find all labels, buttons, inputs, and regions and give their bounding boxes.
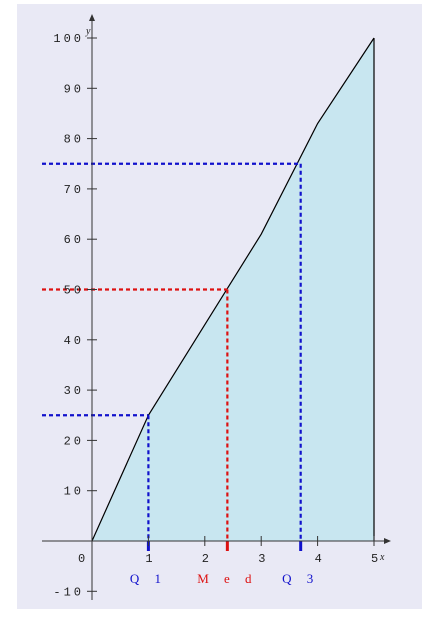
y-axis-label: y	[85, 26, 91, 37]
x-tick-label-3: 3	[258, 552, 268, 566]
y-tick-label-50: 50	[64, 284, 84, 298]
y-tick-label-10: 10	[64, 485, 84, 499]
y-tick-label-60: 60	[64, 233, 84, 247]
x-tick-label-5: 5	[371, 552, 381, 566]
axis-layer: x y 0	[42, 14, 391, 600]
y-tick-label-80: 80	[64, 133, 84, 147]
x-tick-label-2: 2	[202, 552, 212, 566]
y-tick-label-40: 40	[64, 334, 84, 348]
cumulative-curve	[91, 37, 375, 542]
y-tick-label-20: 20	[64, 434, 84, 448]
y-tick-label-30: 30	[64, 384, 84, 398]
x-tick-label-1: 1	[145, 552, 155, 566]
area-fill	[92, 38, 374, 541]
quartile-label-2: Q 3	[282, 571, 319, 586]
origin-label: 0	[78, 552, 88, 566]
quartile-label-1: M e d	[197, 571, 257, 586]
quartile-label-layer: Q 1 M e d Q 3	[130, 571, 319, 586]
y-tick-label-70: 70	[64, 183, 84, 197]
y-tick-label-90: 90	[64, 82, 84, 96]
quartile-label-0: Q 1	[130, 571, 167, 586]
x-axis-label: x	[379, 552, 385, 563]
y-tick-label-100: 100	[53, 32, 84, 46]
x-axis-arrow	[384, 538, 391, 544]
area-layer	[91, 37, 375, 542]
quartile-layer	[42, 162, 303, 551]
y-axis-arrow	[89, 14, 95, 21]
x-tick-label-4: 4	[315, 552, 325, 566]
y-tick-label-neg: -10	[53, 585, 84, 599]
tick-layer: 1 2 3 4 5 10 20 30 40 50 60 70 80 90 100 -10	[53, 32, 381, 599]
